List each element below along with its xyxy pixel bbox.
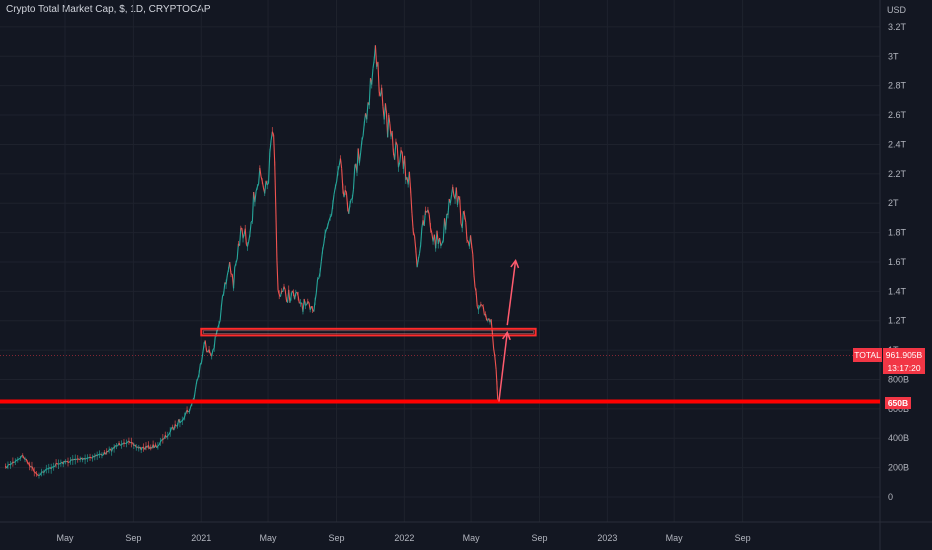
y-tick-label: 400B xyxy=(888,433,909,443)
y-tick-label: 2.6T xyxy=(888,110,907,120)
price-segment xyxy=(234,267,235,288)
resistance-zone-inner xyxy=(203,331,533,334)
price-segment xyxy=(252,192,253,221)
x-tick-label: 2023 xyxy=(597,533,617,543)
y-tick-label: 800B xyxy=(888,374,909,384)
price-segment xyxy=(269,153,270,183)
level-tag-650b: 650B xyxy=(885,397,911,409)
price-segment xyxy=(421,228,422,245)
x-tick-label: Sep xyxy=(125,533,141,543)
price-segment xyxy=(409,172,410,191)
x-tick-label: Sep xyxy=(328,533,344,543)
y-tick-label: 2.8T xyxy=(888,81,907,91)
y-tick-label: 200B xyxy=(888,463,909,473)
price-segment xyxy=(388,115,389,137)
y-tick-label: 2T xyxy=(888,198,899,208)
price-segment xyxy=(277,261,278,290)
x-tick-label: Sep xyxy=(532,533,548,543)
price-segment xyxy=(276,210,277,261)
x-tick-label: May xyxy=(260,533,278,543)
price-segment xyxy=(411,191,412,214)
x-tick-label: 2022 xyxy=(394,533,414,543)
x-tick-label: May xyxy=(666,533,684,543)
y-tick-label: 2.2T xyxy=(888,169,907,179)
last-price-tag: 961.905B xyxy=(883,348,925,362)
bar-countdown-tag: 13:17:20 xyxy=(883,362,925,374)
price-segment xyxy=(274,135,275,164)
y-tick-label: 0 xyxy=(888,492,893,502)
resistance-zone-box xyxy=(201,329,535,336)
projection-arrow xyxy=(507,260,515,325)
price-segment xyxy=(369,78,370,105)
y-tick-label: 3T xyxy=(888,51,899,61)
y-tick-label: 2.4T xyxy=(888,139,907,149)
x-tick-label: May xyxy=(56,533,74,543)
x-tick-label: May xyxy=(463,533,481,543)
price-segment xyxy=(240,228,241,246)
y-tick-label: 1.6T xyxy=(888,257,907,267)
x-tick-label: Sep xyxy=(735,533,751,543)
price-segment xyxy=(375,45,376,66)
price-segment xyxy=(275,163,276,209)
x-tick-label: 2021 xyxy=(191,533,211,543)
y-tick-label: 3.2T xyxy=(888,22,907,32)
y-tick-label: 1.2T xyxy=(888,316,907,326)
projection-arrow xyxy=(499,332,507,401)
price-chart[interactable]: 0200B400B600B800B1T1.2T1.4T1.6T1.8T2T2.2… xyxy=(0,0,932,550)
total-symbol-tag: TOTAL xyxy=(853,348,882,362)
y-tick-label: 1.4T xyxy=(888,286,907,296)
y-tick-label: 1.8T xyxy=(888,228,907,238)
